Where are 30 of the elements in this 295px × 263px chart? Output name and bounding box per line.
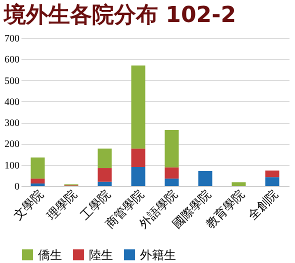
- y-tick-label: 0: [14, 182, 20, 192]
- bar: [164, 178, 179, 186]
- legend-label: 陸生: [89, 248, 113, 262]
- x-tick-label: 理學院: [44, 187, 80, 222]
- y-tick-label: 100: [4, 160, 20, 172]
- bar: [30, 157, 45, 179]
- bar: [30, 178, 45, 184]
- bar: [131, 148, 146, 167]
- y-tick-label: 600: [4, 54, 20, 66]
- bar: [265, 170, 280, 178]
- y-tick-label: 700: [4, 34, 20, 44]
- bar: [198, 170, 212, 186]
- bar: [98, 168, 112, 182]
- y-tick-label: 200: [4, 139, 20, 150]
- y-tick-label: 400: [4, 96, 20, 108]
- x-tick-label: 全創院: [245, 187, 281, 222]
- bar: [98, 148, 112, 168]
- legend-label: 外籍生: [140, 248, 176, 262]
- bar: [131, 65, 146, 149]
- legend-label: 僑生: [38, 248, 62, 262]
- bar: [265, 177, 280, 186]
- bar: [30, 183, 45, 186]
- bar: [164, 167, 179, 179]
- bar: [98, 182, 112, 186]
- chart-title: 境外生各院分布 102-2: [3, 2, 236, 28]
- y-tick-label: 300: [4, 118, 20, 130]
- y-tick-label: 500: [4, 76, 20, 87]
- bar: [131, 166, 146, 186]
- bar: [164, 130, 179, 168]
- bar: [232, 182, 246, 186]
